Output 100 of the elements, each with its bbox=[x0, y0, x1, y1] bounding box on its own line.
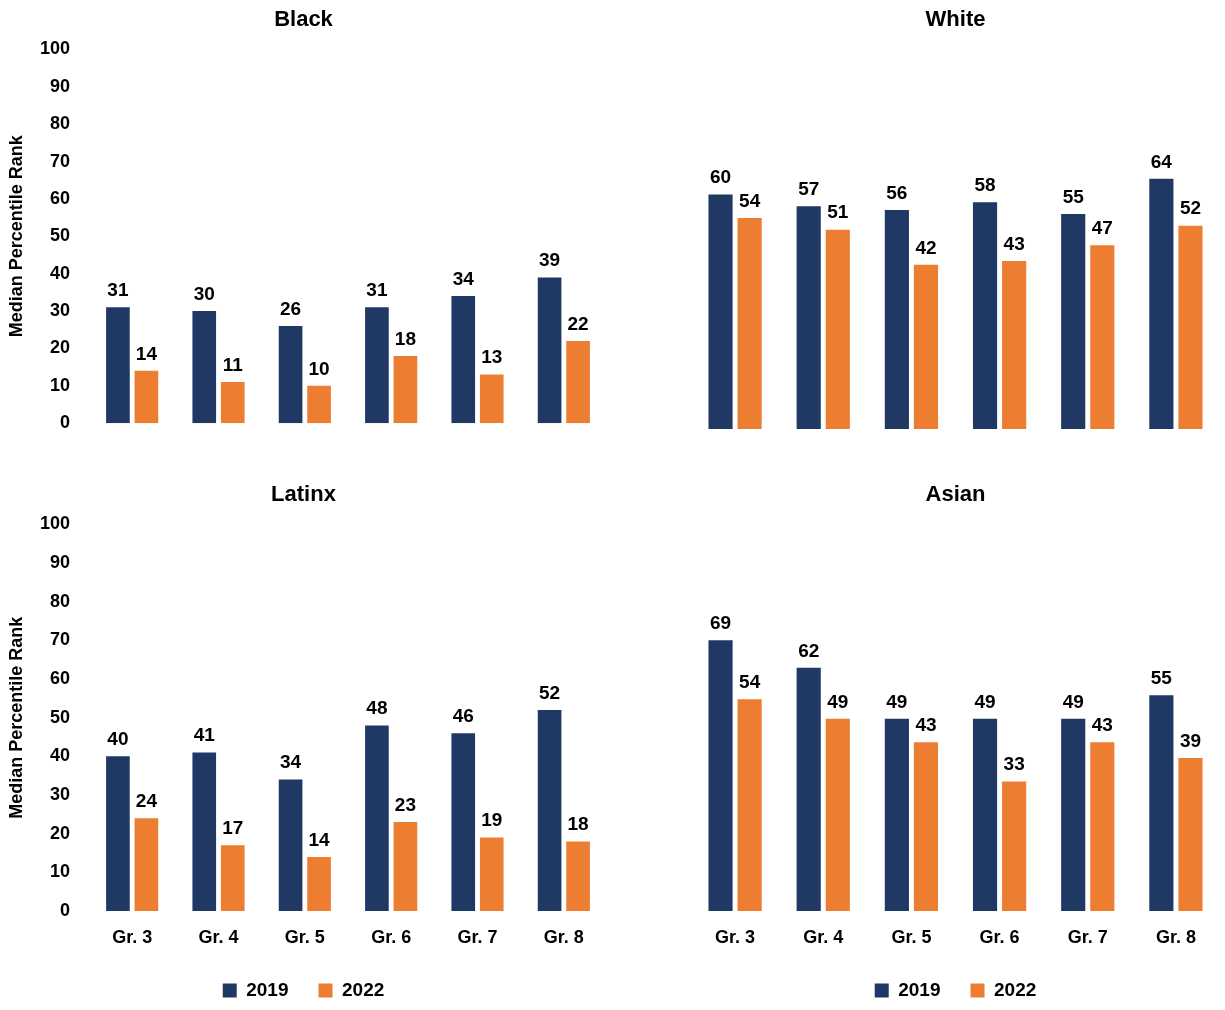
y-tick-label: 90 bbox=[49, 75, 70, 96]
data-label: 54 bbox=[739, 670, 761, 692]
x-tick-label: Gr. 6 bbox=[979, 926, 1020, 947]
y-tick-label: 30 bbox=[49, 783, 70, 804]
chart-title: Asian bbox=[925, 481, 986, 507]
bar bbox=[566, 340, 590, 424]
y-tick-label: 50 bbox=[49, 225, 70, 246]
bar bbox=[365, 725, 389, 911]
data-label: 46 bbox=[452, 704, 474, 726]
bar bbox=[106, 756, 130, 911]
bar bbox=[134, 818, 159, 911]
bar bbox=[220, 382, 245, 424]
y-tick-label: 100 bbox=[39, 38, 70, 59]
y-tick-label: 80 bbox=[49, 590, 70, 611]
data-label: 69 bbox=[709, 612, 732, 634]
bar bbox=[972, 202, 998, 429]
y-tick-label: 10 bbox=[49, 374, 70, 395]
bar bbox=[1002, 260, 1027, 429]
data-label: 49 bbox=[886, 690, 908, 712]
y-tick-label: 100 bbox=[39, 513, 70, 534]
data-label: 23 bbox=[394, 793, 416, 815]
data-label: 55 bbox=[1062, 185, 1085, 207]
bar bbox=[1149, 695, 1174, 911]
bar bbox=[220, 845, 245, 911]
y-tick-label: 10 bbox=[49, 861, 70, 882]
data-label: 49 bbox=[1062, 690, 1084, 712]
bar bbox=[479, 374, 504, 424]
bar bbox=[737, 699, 762, 911]
bar bbox=[1178, 225, 1203, 429]
bar bbox=[278, 779, 303, 911]
y-tick-label: 40 bbox=[49, 262, 70, 283]
data-label: 43 bbox=[915, 714, 937, 736]
x-tick-label: Gr. 8 bbox=[543, 926, 584, 947]
bar bbox=[537, 277, 562, 424]
data-label: 47 bbox=[1091, 217, 1113, 239]
data-label: 31 bbox=[107, 279, 129, 301]
x-tick-label: Gr. 4 bbox=[803, 926, 844, 947]
data-label: 58 bbox=[974, 174, 996, 196]
bar bbox=[1149, 178, 1174, 429]
x-tick-label: Gr. 5 bbox=[284, 926, 325, 947]
bar bbox=[106, 307, 130, 424]
bar bbox=[451, 296, 476, 424]
legend-label: 2022 bbox=[994, 978, 1037, 1000]
y-tick-label: 0 bbox=[59, 412, 70, 433]
y-tick-label: 30 bbox=[49, 300, 70, 321]
bar bbox=[796, 667, 821, 911]
data-label: 33 bbox=[1003, 753, 1025, 775]
data-label: 64 bbox=[1150, 150, 1173, 172]
bar bbox=[884, 210, 909, 429]
bar bbox=[566, 841, 590, 911]
data-label: 24 bbox=[135, 789, 158, 811]
bar bbox=[884, 718, 909, 911]
y-axis-title: Median Percentile Rank bbox=[5, 134, 26, 338]
bar bbox=[479, 837, 504, 911]
x-tick-label: Gr. 6 bbox=[371, 926, 412, 947]
data-label: 18 bbox=[567, 813, 589, 835]
y-tick-label: 60 bbox=[49, 187, 70, 208]
data-label: 57 bbox=[798, 177, 820, 199]
y-tick-label: 20 bbox=[49, 822, 70, 843]
data-label: 52 bbox=[1179, 197, 1202, 219]
legend-label: 2022 bbox=[342, 978, 385, 1000]
data-label: 41 bbox=[193, 724, 216, 746]
bar bbox=[825, 718, 850, 911]
x-tick-label: Gr. 4 bbox=[198, 926, 239, 947]
data-label: 39 bbox=[1179, 729, 1202, 751]
bar bbox=[737, 217, 762, 429]
data-label: 60 bbox=[709, 166, 732, 188]
x-tick-label: Gr. 3 bbox=[112, 926, 153, 947]
data-label: 51 bbox=[827, 201, 849, 223]
data-label: 55 bbox=[1150, 666, 1173, 688]
data-label: 62 bbox=[798, 639, 820, 661]
data-label: 54 bbox=[739, 189, 761, 211]
x-tick-label: Gr. 7 bbox=[457, 926, 498, 947]
data-label: 49 bbox=[974, 690, 996, 712]
bar bbox=[278, 326, 303, 424]
bar bbox=[1061, 214, 1086, 429]
bar bbox=[307, 385, 331, 424]
x-tick-label: Gr. 8 bbox=[1155, 926, 1196, 947]
chart-title: Black bbox=[274, 6, 334, 32]
x-tick-label: Gr. 5 bbox=[891, 926, 932, 947]
data-label: 19 bbox=[481, 809, 503, 831]
bar bbox=[1061, 718, 1086, 911]
bar bbox=[192, 752, 217, 911]
bar bbox=[1178, 758, 1203, 911]
data-label: 43 bbox=[1091, 714, 1113, 736]
bar bbox=[1090, 245, 1115, 429]
bar bbox=[537, 709, 562, 911]
data-label: 48 bbox=[366, 697, 388, 719]
bar bbox=[192, 311, 217, 424]
data-label: 18 bbox=[394, 327, 416, 349]
bar bbox=[451, 733, 476, 911]
data-label: 14 bbox=[135, 342, 158, 364]
y-tick-label: 40 bbox=[49, 745, 70, 766]
y-tick-label: 90 bbox=[49, 552, 70, 573]
bar bbox=[393, 355, 418, 424]
chart-title: Latinx bbox=[271, 481, 337, 507]
y-axis-title: Median Percentile Rank bbox=[5, 615, 26, 819]
data-label: 52 bbox=[539, 681, 561, 703]
legend-label: 2019 bbox=[898, 978, 941, 1000]
data-label: 17 bbox=[222, 817, 244, 839]
